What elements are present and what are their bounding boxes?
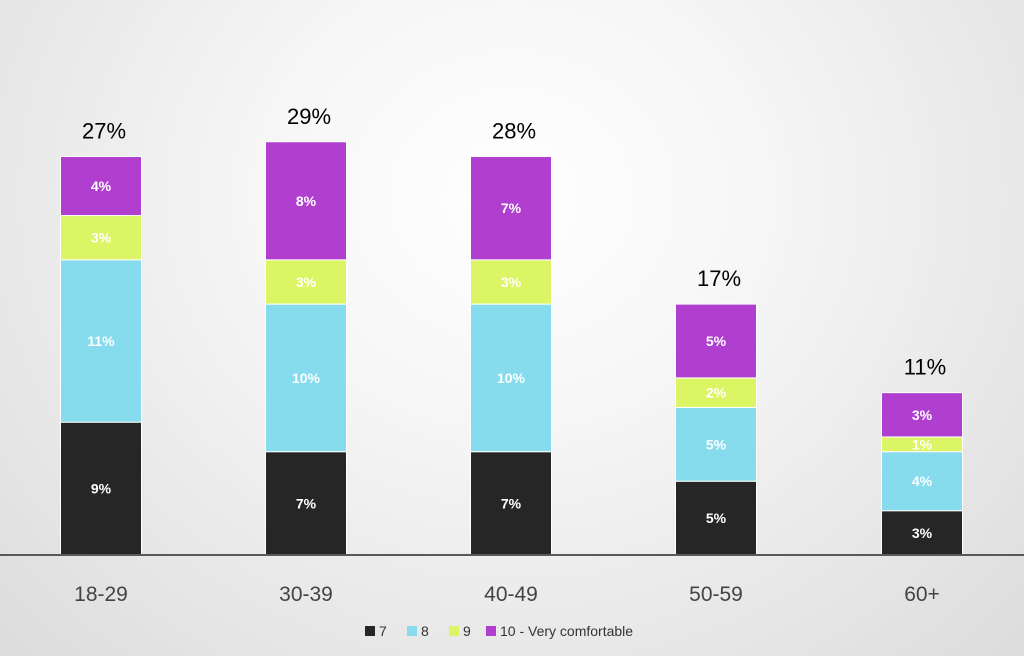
data-label: 3% <box>501 274 522 290</box>
data-label: 2% <box>706 385 727 401</box>
legend-swatch <box>407 626 417 636</box>
total-label: 17% <box>697 266 741 291</box>
data-label: 7% <box>501 495 522 511</box>
total-label: 28% <box>492 119 536 144</box>
total-label: 27% <box>82 119 126 144</box>
x-tick-label: 30-39 <box>279 583 333 606</box>
legend-swatch <box>486 626 496 636</box>
x-tick-label: 50-59 <box>689 583 743 606</box>
bar-segment-50-59-series-7 <box>675 480 757 556</box>
bar-segment-30-39-series-8 <box>265 303 347 453</box>
bar-segment-40-49-series-9 <box>470 259 552 305</box>
bar-segment-30-39-series-7 <box>265 451 347 556</box>
data-label: 7% <box>296 495 317 511</box>
data-label: 4% <box>91 178 112 194</box>
data-label: 11% <box>87 333 115 349</box>
data-label: 8% <box>296 193 317 209</box>
x-tick-label: 60+ <box>904 583 940 606</box>
data-label: 3% <box>912 407 933 423</box>
bar-segment-40-49-series-8 <box>470 303 552 453</box>
legend-swatch <box>365 626 375 636</box>
bar-segment-30-39-series-9 <box>265 259 347 305</box>
total-label: 29% <box>287 104 331 129</box>
bar-segment-60+-series-7 <box>881 510 963 556</box>
total-label: 11% <box>904 355 946 380</box>
x-tick-label: 18-29 <box>74 583 128 606</box>
data-label: 3% <box>91 230 112 246</box>
bar-segment-60+-series-10 <box>881 392 963 438</box>
data-label: 5% <box>706 510 727 526</box>
x-axis-tick-labels: 18-29 30-39 40-49 50-59 60+ <box>74 583 940 606</box>
data-label: 1% <box>912 436 933 452</box>
x-tick-label: 40-49 <box>484 583 538 606</box>
bar-segment-18-29-series-7 <box>60 421 142 556</box>
legend-label: 8 <box>421 623 429 639</box>
data-label: 10% <box>497 370 526 386</box>
legend: 7 8 9 10 - Very comfortable <box>365 623 633 639</box>
bar-segment-30-39-series-10 <box>265 141 347 261</box>
data-label: 9% <box>91 481 112 497</box>
legend-label: 10 - Very comfortable <box>500 623 633 639</box>
bar-segment-18-29-series-8 <box>60 259 142 423</box>
legend-label: 9 <box>463 623 471 639</box>
bar-segment-18-29-series-10 <box>60 156 142 217</box>
data-label: 5% <box>706 436 727 452</box>
bars-group: 9% 11% 3% 4% 27% 7% 10% 3% 8% 29% 7% 10% 3% 7% 28% 5% 5%… <box>60 104 963 556</box>
legend-swatch <box>449 626 459 636</box>
legend-label: 7 <box>379 623 387 639</box>
data-label: 5% <box>706 333 727 349</box>
bar-segment-50-59-series-10 <box>675 303 757 379</box>
data-label: 10% <box>292 370 321 386</box>
data-label: 4% <box>912 473 933 489</box>
data-label: 7% <box>501 200 522 216</box>
data-label: 3% <box>296 274 317 290</box>
bar-segment-40-49-series-10 <box>470 156 552 261</box>
bar-segment-50-59-series-9 <box>675 377 757 408</box>
bar-segment-60+-series-8 <box>881 451 963 512</box>
data-label: 3% <box>912 525 933 541</box>
